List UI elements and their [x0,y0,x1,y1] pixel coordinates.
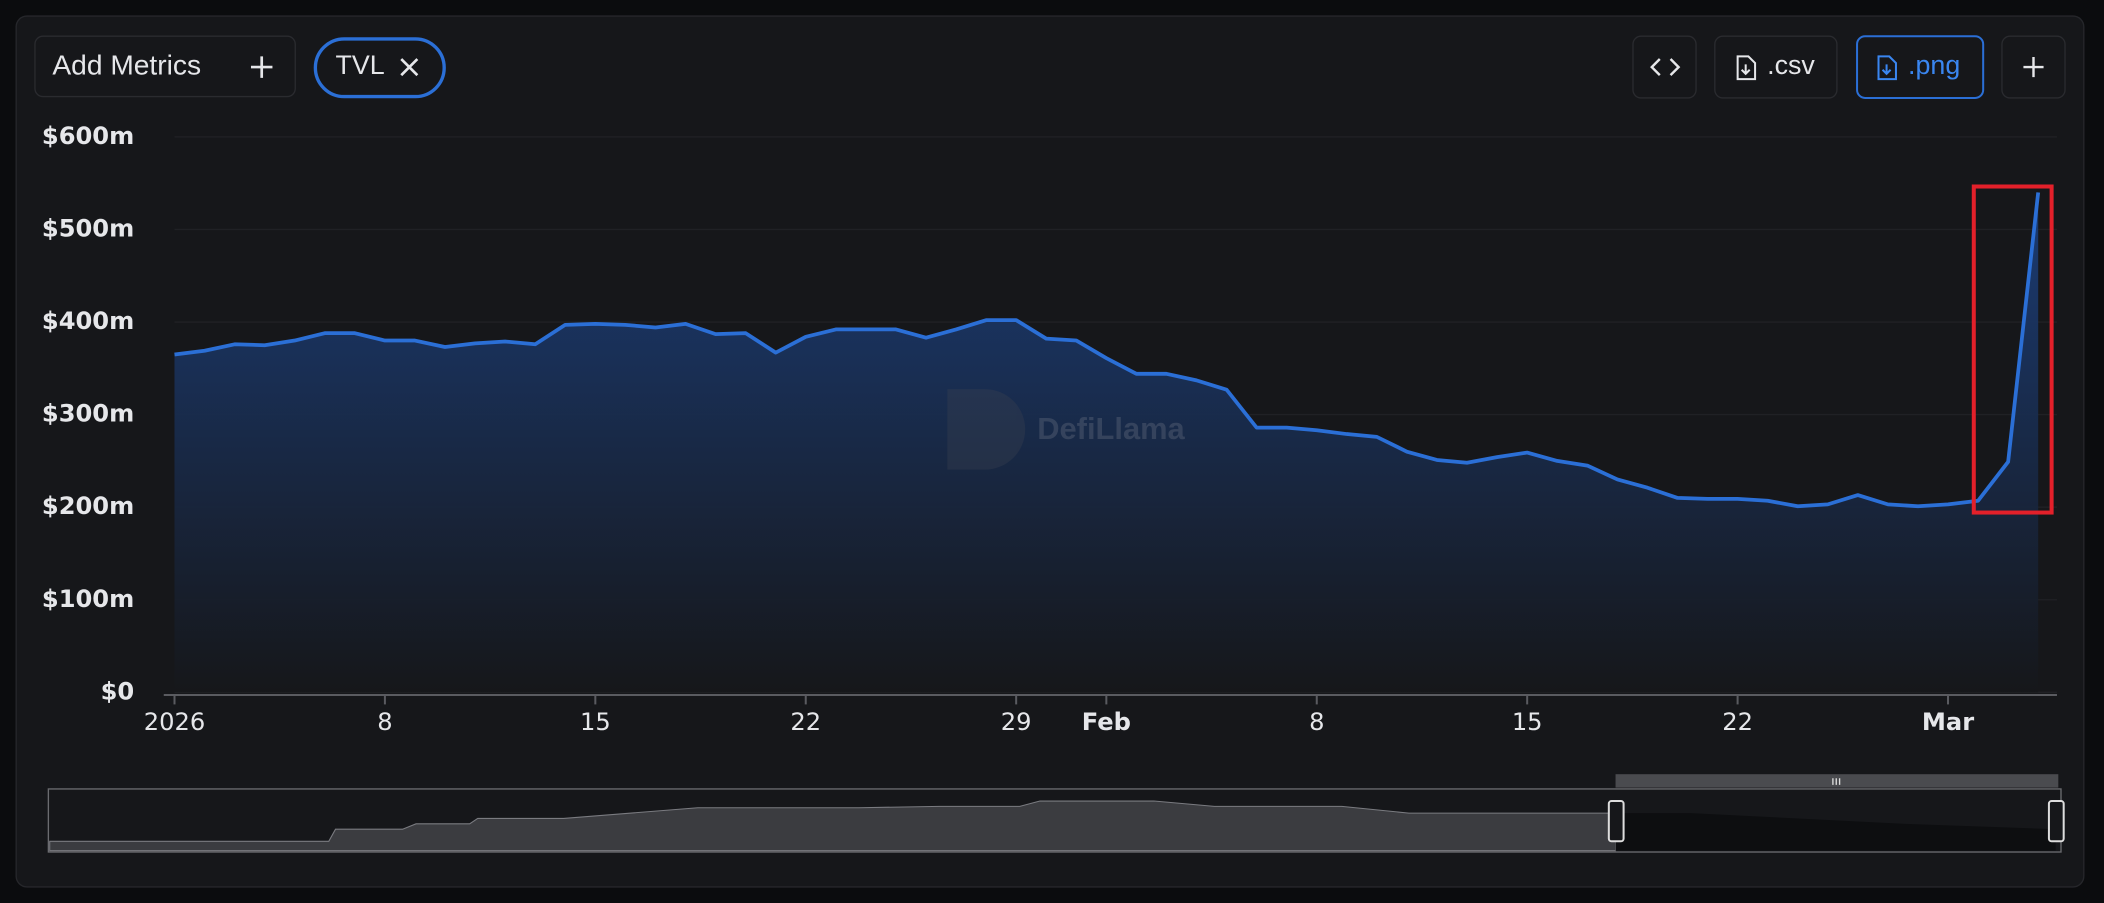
y-tick-label: $200m [42,492,134,520]
line [174,192,2041,509]
x-tick-label: Mar [1922,708,1974,736]
metric-pill[interactable] [313,37,446,99]
x-tick-label: 8 [377,708,392,736]
y-tick-label: $600m [42,122,134,150]
metric-label[interactable]: TVL [336,50,385,80]
x-tick-label: 15 [1512,708,1543,736]
remove-icon[interactable] [400,58,419,77]
plot: $0 $100m $200m $300m $400m $500m $600m 2026 8 15 2… [42,122,2057,736]
area [174,192,2039,693]
navigator-selection[interactable] [1615,813,2056,851]
add-metrics-label[interactable]: Add Metrics [52,49,201,81]
embed-button[interactable] [1632,35,1697,99]
watermark: DefiLlama [947,389,1186,470]
x-tick-label: 22 [1722,708,1753,736]
highlight-box [1971,184,2054,515]
png-label[interactable]: .png [1908,50,1960,80]
watermark-logo [947,389,1026,470]
png-button[interactable] [1856,35,1985,99]
navigator-handle[interactable] [1607,800,1625,843]
plus-icon[interactable] [250,56,273,78]
y-tick-label: $0 [101,677,135,705]
navigator-handle[interactable] [2047,800,2065,843]
file-icon[interactable] [1877,55,1897,81]
csv-label[interactable]: .csv [1767,50,1815,80]
add-metrics-button[interactable] [34,35,296,98]
x-tick-label: Feb [1082,708,1131,736]
x-tick-label: 29 [1001,708,1032,736]
watermark-text: DefiLlama [1037,411,1185,446]
plus-icon[interactable] [2023,57,2044,78]
scrollbar-grip[interactable] [1832,778,1841,785]
file-icon[interactable] [1736,55,1757,81]
y-tick-label: $300m [42,400,134,428]
x-tick-label: 8 [1309,708,1324,736]
y-tick-label: $400m [42,307,134,335]
navigator-area [49,800,1617,852]
x-tick-label: 15 [580,708,611,736]
x-tick-label: 22 [790,708,821,736]
y-tick-label: $100m [42,585,134,613]
x-tick-label: 2026 [144,708,205,736]
y-tick-label: $500m [42,214,134,242]
csv-button[interactable] [1714,35,1838,99]
code-icon[interactable] [1650,58,1681,76]
